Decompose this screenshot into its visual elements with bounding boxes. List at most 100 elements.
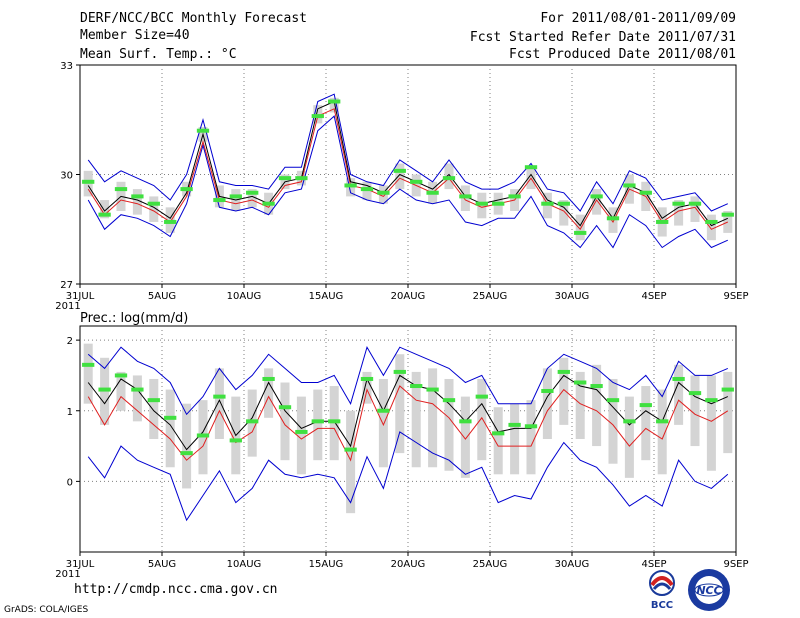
panel1-series-spread-upper bbox=[87, 93, 729, 212]
panel2-marker bbox=[656, 419, 669, 424]
panel2-marker bbox=[246, 419, 259, 424]
panel2-marker bbox=[639, 403, 652, 408]
panel1-marker bbox=[344, 183, 357, 188]
panel2-spread-box bbox=[214, 368, 224, 439]
panel2-marker bbox=[492, 431, 505, 436]
panel2-series-ensemble-mean bbox=[87, 374, 728, 451]
panel2-y-tick-label: 2 bbox=[67, 336, 73, 347]
panel2-spread-box bbox=[296, 396, 306, 475]
panel1-series-member-alt bbox=[87, 108, 729, 231]
panel2-series-spread-lower bbox=[87, 431, 729, 522]
panel1-marker bbox=[639, 190, 652, 195]
panel1-x-tick-label: 25AUG bbox=[473, 291, 508, 302]
panel2-x-year-label: 2011 bbox=[55, 569, 80, 580]
panel1-x-tick-label: 31JUL bbox=[66, 291, 95, 302]
panel1-spread-box bbox=[100, 200, 110, 219]
panel2-marker bbox=[114, 373, 128, 378]
panel1-marker bbox=[246, 190, 259, 195]
panel1-spread-box bbox=[575, 214, 585, 241]
grads-credit: GrADS: COLA/IGES bbox=[4, 605, 89, 615]
panel1-marker bbox=[426, 190, 439, 195]
panel2-marker bbox=[574, 380, 587, 385]
variable-label: Mean Surf. Temp.: °C bbox=[80, 47, 237, 62]
panel2-marker bbox=[147, 398, 160, 403]
panel2-spread-box bbox=[149, 378, 159, 439]
panel2-y-tick-label: 0 bbox=[67, 477, 73, 488]
panel1-spread-box bbox=[329, 97, 339, 113]
panel1-y-tick-label: 27 bbox=[60, 280, 73, 291]
panel1-series-spread-lower bbox=[87, 115, 729, 249]
panel2-x-tick-label: 9SEP bbox=[723, 559, 748, 570]
panel2-marker bbox=[360, 376, 374, 381]
panel1-marker bbox=[541, 201, 554, 206]
panel1-x-tick-label: 20AUG bbox=[391, 291, 426, 302]
panel2-spread-box bbox=[346, 410, 356, 514]
panel2-spread-box bbox=[624, 396, 634, 478]
panel1-marker bbox=[393, 168, 406, 173]
member-size-label: Member Size=40 bbox=[80, 28, 190, 43]
panel2-x-tick-label: 15AUG bbox=[309, 559, 344, 570]
panel2-spread-box bbox=[641, 386, 651, 461]
bcc-logo-text: BCC bbox=[651, 600, 673, 611]
panel1-x-tick-label: 9SEP bbox=[723, 291, 748, 302]
panel1-marker bbox=[459, 194, 472, 199]
forecast-period: For 2011/08/01-2011/09/09 bbox=[540, 11, 736, 26]
panel1-marker bbox=[180, 187, 193, 192]
panel1-marker bbox=[574, 230, 587, 235]
panel1-marker bbox=[196, 128, 210, 133]
panel1-marker bbox=[492, 201, 505, 206]
panel2-spread-box bbox=[477, 378, 487, 461]
panel2-marker bbox=[377, 408, 390, 413]
produced-date-label: Fcst Produced Date 2011/08/01 bbox=[509, 47, 736, 62]
panel1-marker bbox=[590, 194, 603, 199]
panel2-marker bbox=[459, 419, 472, 424]
panel2-marker bbox=[524, 424, 538, 429]
panel2-spread-box bbox=[657, 389, 667, 475]
panel2-spread-box bbox=[116, 371, 126, 411]
panel2-marker bbox=[82, 362, 95, 367]
panel2-title: Prec.: log(mm/d) bbox=[80, 311, 188, 326]
panel2-marker bbox=[180, 451, 193, 456]
ncc-logo: NCC bbox=[688, 569, 730, 611]
panel1-marker bbox=[623, 183, 636, 188]
panel2-spread-box bbox=[395, 354, 405, 454]
panel2-marker bbox=[590, 384, 603, 389]
panel2-spread-box bbox=[526, 400, 536, 475]
panel1-marker bbox=[311, 114, 324, 119]
chart-title: DERF/NCC/BCC Monthly Forecast bbox=[80, 11, 307, 26]
panel1-y-tick-label: 33 bbox=[60, 61, 73, 72]
panel1-marker bbox=[114, 187, 128, 192]
panel1-spread-box bbox=[132, 189, 142, 215]
panel2-marker bbox=[410, 384, 423, 389]
panel2-spread-box bbox=[165, 389, 175, 468]
panel1-marker bbox=[278, 176, 292, 181]
panel2-x-tick-label: 10AUG bbox=[227, 559, 262, 570]
source-url[interactable]: http://cmdp.ncc.cma.gov.cn bbox=[74, 582, 278, 597]
panel1-x-year-label: 2011 bbox=[55, 301, 80, 312]
panel1-marker bbox=[508, 194, 521, 199]
panel1-spread-box bbox=[674, 200, 684, 226]
panel1-series-ensemble-mean bbox=[87, 100, 729, 227]
panel1-marker bbox=[147, 201, 160, 206]
panel2-series-member-alt bbox=[87, 385, 729, 462]
panel2-marker bbox=[278, 405, 292, 410]
panel2-x-tick-label: 5AUG bbox=[148, 559, 176, 570]
panel2-marker bbox=[688, 391, 702, 396]
panel2-marker bbox=[442, 398, 456, 403]
panel2-marker bbox=[229, 438, 242, 443]
panel2-marker bbox=[98, 387, 111, 392]
panel1-marker bbox=[606, 216, 620, 221]
panel2-spread-box bbox=[674, 364, 684, 425]
panel2-spread-box bbox=[542, 368, 552, 439]
panel2-marker bbox=[311, 419, 324, 424]
panel2-spread-box bbox=[362, 371, 372, 404]
panel1-spread-box bbox=[395, 163, 405, 190]
panel2-x-tick-label: 20AUG bbox=[391, 559, 426, 570]
panel2-marker bbox=[475, 394, 488, 399]
panel2-marker bbox=[426, 387, 439, 392]
panel1-marker bbox=[328, 99, 341, 104]
panel2-y-tick-label: 1 bbox=[67, 407, 73, 418]
panel1-marker bbox=[656, 219, 669, 224]
panel2-spread-box bbox=[723, 371, 733, 454]
panel2-marker bbox=[705, 398, 718, 403]
